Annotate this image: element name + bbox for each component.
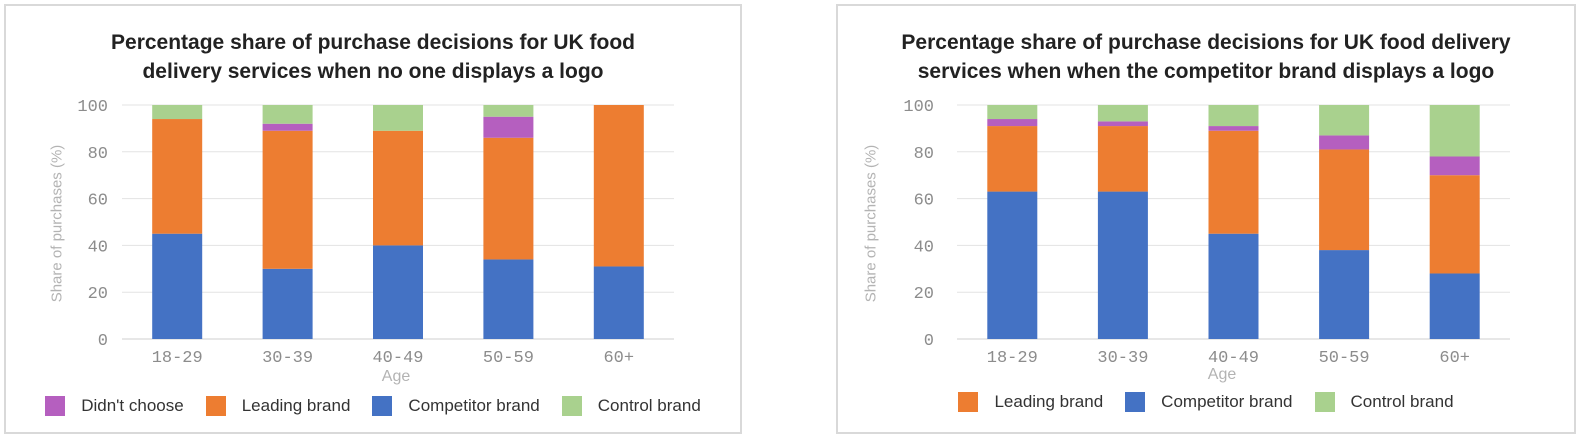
bar-segment-competitor-brand-30-39: [262, 268, 313, 339]
x-tick-label: 40-49: [1208, 349, 1259, 368]
chart-legend: Leading brand Competitor brand Control b…: [838, 392, 1574, 412]
bar-segment-didn-t-choose-30-39: [262, 123, 313, 131]
x-axis-title: Age: [1207, 366, 1237, 383]
bar-segment-competitor-brand-60: [1429, 273, 1480, 339]
bar-segment-control-brand-60: [1429, 105, 1480, 157]
y-tick-label: 20: [914, 285, 934, 304]
bar-segment-didn-t-choose-18-29: [987, 119, 1038, 127]
x-tick-label: 40-49: [372, 349, 423, 368]
legend-label: Control brand: [1350, 392, 1454, 411]
y-tick-label: 40: [914, 238, 934, 257]
chart-title-line-2: delivery services when no one displays a…: [142, 60, 604, 83]
legend-swatch: [958, 392, 979, 412]
bar-segment-control-brand-50-59: [483, 105, 534, 117]
chart-plot-area: 0 20 40 60 80 100 18-29 30-39 40-49 50-59 60+: [77, 98, 674, 368]
bar-segment-leading-brand-30-39: [1097, 126, 1148, 192]
chart-title-line-2: services when when the competitor brand …: [917, 60, 1495, 83]
bar-segment-competitor-brand-50-59: [483, 259, 534, 339]
legend-label: Didn't choose: [81, 396, 184, 415]
chart-panel-left: Percentage share of purchase decisions f…: [4, 4, 742, 434]
legend-label: Leading brand: [994, 392, 1104, 411]
bar-segment-control-brand-40-49: [373, 105, 423, 131]
x-axis-title: Age: [381, 368, 411, 385]
bar-segment-competitor-brand-60: [593, 266, 644, 339]
x-tick-label: 18-29: [152, 349, 203, 368]
legend-label: Competitor brand: [1161, 392, 1293, 411]
bar-segment-control-brand-50-59: [1319, 105, 1370, 136]
bar-segment-leading-brand-50-59: [483, 137, 534, 260]
bar-segment-control-brand-40-49: [1208, 105, 1259, 127]
legend-item-competitor-brand: Competitor brand: [372, 396, 540, 416]
bar-segment-leading-brand-60: [1429, 175, 1480, 274]
legend-swatch: [1125, 392, 1146, 412]
y-tick-label: 100: [77, 98, 108, 117]
bar-segment-control-brand-30-39: [262, 105, 313, 124]
chart-title-line-1: Percentage share of purchase decisions f…: [901, 31, 1511, 54]
legend-label: Control brand: [597, 396, 701, 415]
bar-segment-leading-brand-18-29: [152, 119, 203, 234]
legend-label: Leading brand: [241, 396, 351, 415]
bar-segment-didn-t-choose-50-59: [483, 116, 534, 138]
y-tick-label: 80: [914, 145, 934, 164]
y-tick-label: 80: [88, 145, 108, 164]
y-tick-label: 0: [924, 332, 934, 351]
x-tick-label: 30-39: [1097, 349, 1148, 368]
bar-segment-didn-t-choose-50-59: [1319, 135, 1370, 150]
legend-swatch: [372, 396, 393, 416]
chart-legend: Didn't choose Leading brand Competitor b…: [6, 396, 740, 416]
bar-segment-leading-brand-30-39: [262, 130, 313, 269]
legend-item-control-brand: Control brand: [1314, 392, 1454, 412]
bar-segment-competitor-brand-40-49: [373, 245, 423, 339]
x-tick-label: 30-39: [262, 349, 313, 368]
bar-segment-competitor-brand-18-29: [987, 191, 1038, 339]
chart-title: Percentage share of purchase decisions f…: [6, 28, 740, 86]
legend-item-leading-brand: Leading brand: [958, 392, 1103, 412]
bar-segment-competitor-brand-30-39: [1097, 191, 1148, 339]
y-tick-label: 100: [903, 98, 934, 117]
bar-segment-didn-t-choose-60: [1429, 156, 1480, 176]
bar-segment-leading-brand-50-59: [1319, 149, 1370, 251]
y-tick-label: 40: [88, 238, 108, 257]
y-tick-label: 60: [914, 192, 934, 211]
bar-segment-didn-t-choose-40-49: [1208, 126, 1259, 131]
legend-item-leading-brand: Leading brand: [205, 396, 351, 416]
legend-swatch: [1314, 392, 1335, 412]
bar-segment-competitor-brand-40-49: [1208, 233, 1259, 339]
bar-segment-leading-brand-40-49: [373, 130, 423, 246]
chart-title: Percentage share of purchase decisions f…: [838, 28, 1574, 86]
legend-item-didnt-choose: Didn't choose: [45, 396, 184, 416]
y-tick-label: 0: [98, 332, 108, 351]
chart-title-line-1: Percentage share of purchase decisions f…: [111, 31, 635, 54]
x-tick-label: 60+: [603, 349, 634, 368]
y-axis-title: Share of purchases (%): [48, 144, 66, 303]
bar-segment-control-brand-30-39: [1097, 105, 1148, 122]
y-tick-label: 60: [88, 192, 108, 211]
bar-segment-control-brand-18-29: [152, 105, 203, 120]
legend-swatch: [561, 396, 582, 416]
bar-segment-competitor-brand-18-29: [152, 233, 203, 339]
bar-segment-competitor-brand-50-59: [1319, 250, 1370, 339]
x-tick-label: 18-29: [987, 349, 1038, 368]
legend-swatch: [45, 396, 66, 416]
legend-item-control-brand: Control brand: [561, 396, 701, 416]
y-axis-title: Share of purchases (%): [862, 144, 880, 303]
legend-item-competitor-brand: Competitor brand: [1125, 392, 1293, 412]
x-tick-label: 60+: [1439, 349, 1470, 368]
bar-segment-leading-brand-60: [593, 105, 644, 267]
bar-segment-leading-brand-40-49: [1208, 130, 1259, 234]
x-tick-label: 50-59: [1319, 349, 1370, 368]
legend-label: Competitor brand: [408, 396, 540, 415]
x-tick-label: 50-59: [483, 349, 534, 368]
chart-panel-right: Percentage share of purchase decisions f…: [836, 4, 1576, 434]
legend-swatch: [205, 396, 226, 416]
chart-plot-area: 0 20 40 60 80 100 18-29 30-39 40-49 50-59 60+: [903, 98, 1510, 368]
y-tick-label: 20: [88, 285, 108, 304]
bar-segment-control-brand-18-29: [987, 105, 1038, 120]
bar-segment-leading-brand-18-29: [987, 126, 1038, 192]
bar-segment-didn-t-choose-30-39: [1097, 121, 1148, 127]
